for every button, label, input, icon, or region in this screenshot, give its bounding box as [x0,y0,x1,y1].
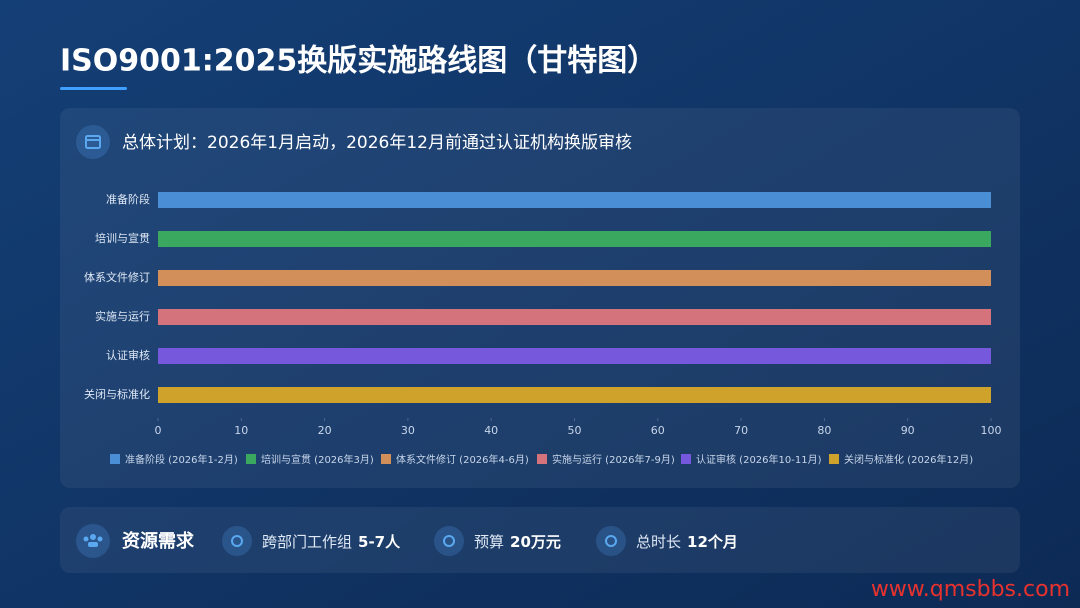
people-icon [76,524,110,558]
legend-label: 认证审核 (2026年10-11月) [696,453,822,466]
chart-card [60,108,1020,488]
resource-items: 跨部门工作组 5-7人 预算 20万元 总时长 12个月 [222,526,738,556]
chart: 0 10 20 30 40 50 60 70 80 90 100 准备阶段培训与宣贯体系文件修订实施与… [84,192,1002,466]
plan-text: 总体计划：2026年1月启动，2026年12月前通过认证机构换版审核 [122,133,632,153]
y-tick-label: 准备阶段 [106,192,150,206]
resource-value: 12个月 [687,533,738,551]
legend-label: 培训与宣贯 (2026年3月) [261,453,374,466]
x-tick-label: 40 [484,424,498,437]
x-tick-label: 80 [817,424,831,437]
calendar-icon [76,125,110,159]
bar [158,270,991,286]
title-underline [60,87,127,90]
item-icon-glyph [605,535,617,547]
x-tick-label: 10 [234,424,248,437]
bar [158,309,991,325]
resource-text: 总时长 12个月 [636,533,738,551]
y-tick-label: 体系文件修订 [84,270,150,284]
legend-label: 体系文件修订 (2026年4-6月) [396,453,529,466]
resource-item: 预算 20万元 [434,526,561,556]
x-tick-label: 20 [318,424,332,437]
x-tick-label: 100 [981,424,1002,437]
item-icon [434,526,464,556]
y-tick-label: 认证审核 [106,348,150,362]
legend-swatch [829,454,839,464]
resource-label: 预算 [474,533,504,551]
item-icon [596,526,626,556]
resource-label: 总时长 [636,533,681,551]
watermark: www.qmsbbs.com [871,577,1070,602]
bar [158,387,991,403]
y-tick-label: 实施与运行 [95,309,150,323]
x-tick-label: 0 [155,424,162,437]
resource-item: 总时长 12个月 [596,526,738,556]
legend-swatch [537,454,547,464]
x-tick-label: 30 [401,424,415,437]
legend-swatch [246,454,256,464]
item-icon-glyph [443,535,455,547]
resource-value: 20万元 [510,533,561,551]
resource-card [60,507,1020,573]
legend-label: 关闭与标准化 (2026年12月) [844,453,973,466]
x-tick-label: 60 [651,424,665,437]
x-tick-label: 50 [568,424,582,437]
resource-label: 跨部门工作组 [262,533,352,551]
x-tick-label: 90 [901,424,915,437]
resource-text: 跨部门工作组 5-7人 [262,533,401,551]
legend-swatch [110,454,120,464]
x-tick-label: 70 [734,424,748,437]
bar [158,348,991,364]
bar [158,192,991,208]
item-icon-glyph [231,535,243,547]
legend-swatch [381,454,391,464]
resource-item: 跨部门工作组 5-7人 [222,526,401,556]
resource-heading: 资源需求 [122,530,195,552]
legend-swatch [681,454,691,464]
page-title: ISO9001:2025换版实施路线图（甘特图） [60,44,657,79]
y-tick-label: 培训与宣贯 [95,231,150,245]
legend-label: 准备阶段 (2026年1-2月) [125,453,238,466]
bar [158,231,991,247]
resource-text: 预算 20万元 [474,533,561,551]
y-tick-label: 关闭与标准化 [84,387,150,401]
resource-value: 5-7人 [358,533,401,551]
item-icon [222,526,252,556]
legend-label: 实施与运行 (2026年7-9月) [552,453,675,466]
